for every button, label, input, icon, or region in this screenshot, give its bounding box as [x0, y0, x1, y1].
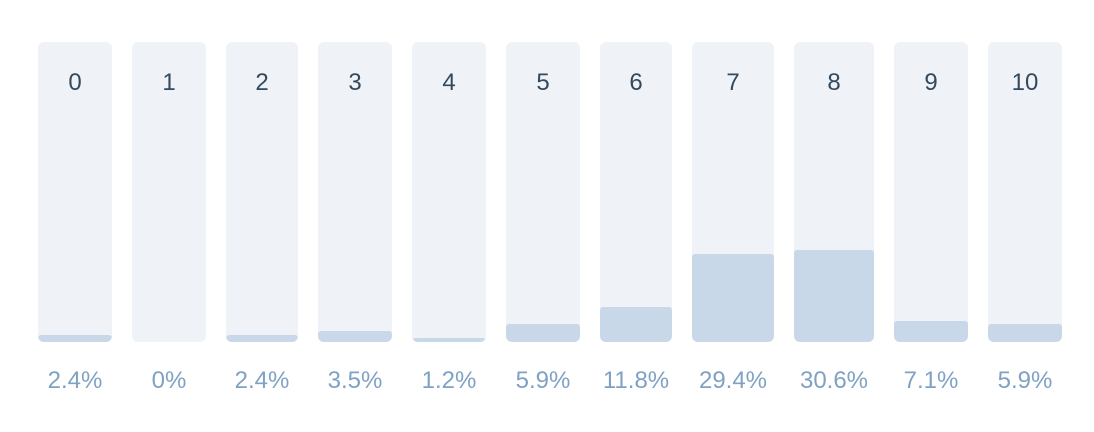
bar-fill: [894, 321, 968, 342]
bar-track: [692, 42, 774, 342]
bar-track: [38, 42, 112, 342]
bar-track: [412, 42, 486, 342]
value-label: 5.9%: [515, 367, 571, 394]
bar-fill: [318, 331, 392, 342]
value-label: 11.8%: [602, 367, 670, 394]
category-label: 8: [827, 69, 841, 96]
bar-track: [506, 42, 580, 342]
bar-fill: [988, 324, 1062, 342]
bar-track: [226, 42, 298, 342]
bar-track: [318, 42, 392, 342]
value-label: 2.4%: [234, 367, 290, 394]
category-label: 10: [1011, 69, 1039, 96]
bar-fill: [600, 307, 672, 342]
bar-fill: [794, 250, 874, 342]
category-label: 4: [442, 69, 456, 96]
category-label: 2: [255, 69, 269, 96]
category-label: 1: [162, 69, 176, 96]
category-label: 0: [68, 69, 82, 96]
category-label: 5: [536, 69, 550, 96]
bar-fill: [38, 335, 112, 342]
bar-track: [132, 42, 206, 342]
bar-fill: [692, 254, 774, 342]
value-label: 29.4%: [698, 367, 768, 394]
category-label: 7: [726, 69, 740, 96]
bar-track: [794, 42, 874, 342]
bar-fill: [412, 338, 486, 342]
category-label: 6: [629, 69, 643, 96]
bar-track: [600, 42, 672, 342]
bar-fill: [226, 335, 298, 342]
value-label: 7.1%: [903, 367, 959, 394]
bar-track: [894, 42, 968, 342]
value-label: 30.6%: [799, 367, 869, 394]
value-label: 1.2%: [421, 367, 477, 394]
category-label: 3: [348, 69, 362, 96]
category-label: 9: [924, 69, 938, 96]
value-label: 5.9%: [997, 367, 1053, 394]
value-label: 0%: [151, 367, 187, 394]
bar-track: [988, 42, 1062, 342]
value-label: 3.5%: [327, 367, 383, 394]
value-label: 2.4%: [47, 367, 103, 394]
bar-fill: [506, 324, 580, 342]
